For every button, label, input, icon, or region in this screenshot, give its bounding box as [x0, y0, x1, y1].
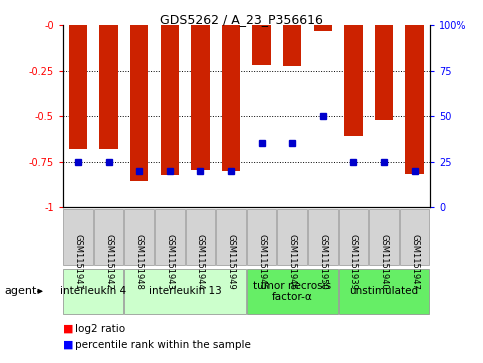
Text: ■: ■ — [63, 340, 73, 350]
Bar — [69, 25, 87, 149]
Text: GSM1151948: GSM1151948 — [135, 234, 144, 290]
Bar — [191, 25, 210, 170]
Text: GSM1151940: GSM1151940 — [380, 234, 388, 290]
Bar — [405, 25, 424, 174]
Text: ■: ■ — [63, 323, 73, 334]
Bar — [161, 25, 179, 175]
Text: GSM1151941: GSM1151941 — [73, 234, 83, 290]
Bar — [283, 25, 301, 66]
Bar — [253, 25, 271, 65]
Text: GSM1151950: GSM1151950 — [318, 234, 327, 290]
Text: GSM1151944: GSM1151944 — [196, 234, 205, 290]
Text: GSM1151947: GSM1151947 — [410, 234, 419, 290]
Bar — [375, 25, 393, 120]
Bar — [344, 25, 363, 136]
Text: unstimulated: unstimulated — [349, 286, 419, 296]
Text: tumor necrosis
factor-α: tumor necrosis factor-α — [253, 281, 331, 302]
Text: GSM1151939: GSM1151939 — [349, 234, 358, 290]
Bar — [222, 25, 240, 171]
Text: GSM1151949: GSM1151949 — [227, 234, 236, 290]
Text: agent: agent — [5, 286, 37, 296]
Bar — [313, 25, 332, 31]
Text: GSM1151945: GSM1151945 — [257, 234, 266, 290]
Text: GSM1151946: GSM1151946 — [288, 234, 297, 290]
Text: log2 ratio: log2 ratio — [75, 323, 125, 334]
Bar — [130, 25, 148, 180]
Text: percentile rank within the sample: percentile rank within the sample — [75, 340, 251, 350]
Bar — [99, 25, 118, 149]
Text: interleukin 13: interleukin 13 — [149, 286, 222, 296]
Text: interleukin 4: interleukin 4 — [60, 286, 127, 296]
Text: GSM1151943: GSM1151943 — [165, 234, 174, 290]
Text: GDS5262 / A_23_P356616: GDS5262 / A_23_P356616 — [160, 13, 323, 26]
Text: GSM1151942: GSM1151942 — [104, 234, 113, 290]
